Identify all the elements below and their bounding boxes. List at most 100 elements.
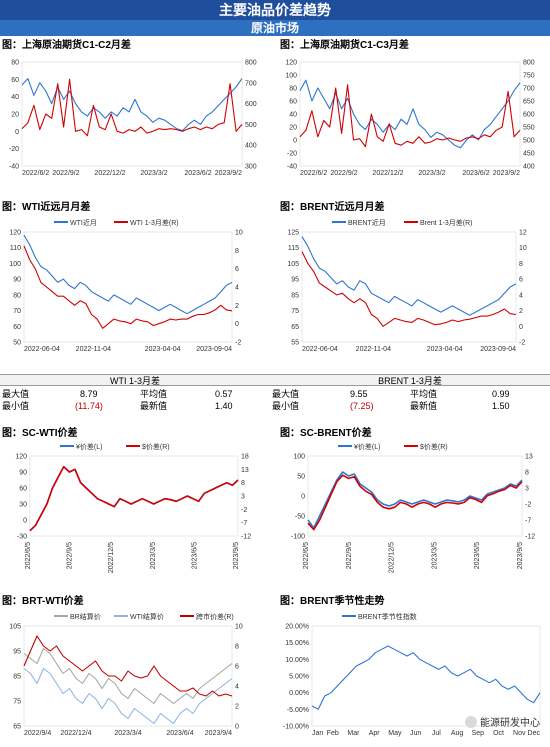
chart-svg: 120 100 80 60 40 20 0 -20 -40 800 750 700 650 600 550 5…: [285, 60, 535, 178]
x-tick-label: Aug: [451, 730, 464, 737]
y-tick-label-right: 10: [235, 230, 243, 237]
y-tick-label-left: 65: [13, 724, 21, 731]
stats-title: WTI 1-3月差: [0, 374, 270, 386]
x-tick-label: 2022-06-04: [302, 346, 338, 353]
y-tick-label-left: 80: [13, 292, 21, 299]
y-tick-label-right: -12: [525, 534, 535, 541]
y-tick-label-left: 60: [11, 77, 19, 84]
y-tick-label-right: 2: [235, 704, 239, 711]
y-tick-label-right: 13: [241, 467, 249, 474]
y-tick-label-left: 75: [13, 699, 21, 706]
x-tick-label: 2022/12/5: [389, 542, 396, 573]
x-tick-label: Mar: [347, 730, 360, 737]
x-tick-label: Sep: [472, 730, 485, 737]
x-tick-label: Jan: [312, 730, 323, 737]
stats-label: 最新值: [140, 401, 168, 411]
chart-panel-c8: 图：BRENT季节性走势 20.00% 15.00% 10.00% 5.00% 0.00…: [278, 592, 550, 747]
stats-label: 平均值: [410, 389, 438, 399]
y-tick-label-left: 5.00%: [289, 674, 309, 681]
x-tick-label: Feb: [327, 730, 339, 737]
chart-panel-c7: 图：BRT-WTI价差 105 95 85 75 65 10 8 6 4 2 0 2022/9/4 20…: [0, 592, 270, 747]
y-tick-label-right: 0: [235, 724, 239, 731]
stats-value: 8.79: [80, 389, 98, 399]
y-tick-label-right: 600: [245, 101, 257, 108]
x-tick-label: 2023/9/5: [517, 542, 524, 569]
plot-area: [21, 61, 243, 167]
chart-title: 图：上海原油期货C1-C3月差: [280, 40, 409, 51]
y-tick-label-right: 450: [523, 151, 535, 158]
legend-label: WTI 1-3月差(R): [130, 218, 179, 227]
y-tick-label-right: 2: [519, 308, 523, 315]
y-tick-label-right: 4: [235, 285, 239, 292]
series-line-1: [311, 645, 541, 710]
y-tick-label-left: 40: [11, 94, 19, 101]
series-line-1: [307, 471, 523, 529]
y-tick-label-left: 115: [288, 245, 299, 252]
y-tick-label-left: 90: [19, 470, 27, 477]
stats-table-brent: BRENT 1-3月差 最大值 9.55 平均值 0.99 最小值 (7.25)…: [270, 374, 550, 414]
chart-title: 图：WTI近远月月差: [2, 202, 91, 213]
x-tick-label: 2022/9/2: [52, 170, 79, 177]
chart-svg: 120 90 60 30 0 -30 18 13 8 3 -2 -7 -12 2022/6/5 2022/9…: [15, 442, 251, 573]
page-title: 主要油品价差趋势: [0, 0, 550, 20]
series-line-1: [21, 78, 243, 132]
plot-area: [307, 455, 523, 537]
chart-panel-c1: 图：上海原油期货C1-C2月差 80 60 40 20 0 -20 -40 800 700 600…: [0, 36, 270, 186]
y-tick-label-right: -2: [235, 340, 241, 347]
x-tick-label: 2022/9/5: [346, 542, 353, 569]
y-tick-label-right: 2: [235, 303, 239, 310]
chart-svg: 80 60 40 20 0 -20 -40 800 700 600 500 400 300 2022/6/…: [9, 60, 257, 178]
y-tick-label-left: 100: [293, 454, 305, 461]
y-tick-label-left: 0.00%: [289, 690, 309, 697]
series-line-1: [23, 647, 233, 705]
watermark: 能源研发中心: [465, 714, 540, 729]
y-tick-label-left: 120: [15, 454, 27, 461]
chart-title: 图：BRENT季节性走势: [280, 596, 385, 607]
y-tick-label-right: 8: [525, 470, 529, 477]
y-tick-label-left: -50: [295, 514, 305, 521]
chart-svg: 20.00% 15.00% 10.00% 5.00% 0.00% -5.00% -10.00…: [283, 612, 541, 737]
y-tick-label-right: 8: [241, 480, 245, 487]
y-tick-label-left: 75: [291, 308, 299, 315]
stats-label: 平均值: [140, 389, 168, 399]
y-tick-label-right: 800: [245, 60, 257, 67]
y-tick-label-right: 6: [519, 277, 523, 284]
y-tick-label-left: 95: [291, 277, 299, 284]
y-tick-label-left: 95: [13, 649, 21, 656]
legend-label: $价差(R): [420, 442, 448, 451]
x-tick-label: 2022/6/5: [25, 542, 32, 569]
y-tick-label-right: 700: [245, 80, 257, 87]
y-tick-label-right: 600: [523, 112, 535, 119]
plot-area: [29, 455, 239, 537]
x-tick-label: 2022/12/2: [94, 170, 125, 177]
x-tick-label: Apr: [369, 730, 381, 737]
plot-area: [23, 231, 233, 343]
x-tick-label: 2023/3/2: [140, 170, 167, 177]
x-tick-label: 2023/6/5: [474, 542, 481, 569]
x-tick-label: 2022/12/4: [60, 730, 91, 737]
x-tick-label: 2023/6/5: [191, 542, 198, 569]
y-tick-label-right: 10: [519, 245, 527, 252]
x-tick-label: Nov: [513, 730, 526, 737]
series-line-2: [23, 245, 233, 329]
x-tick-label: 2022/12/2: [372, 170, 403, 177]
y-tick-label-right: -7: [525, 518, 531, 525]
x-tick-label: 2023/3/5: [150, 542, 157, 569]
y-tick-label-right: 650: [523, 99, 535, 106]
watermark-text: 能源研发中心: [480, 718, 540, 729]
stats-value: 0.57: [215, 389, 233, 399]
y-tick-label-left: 90: [13, 277, 21, 284]
y-tick-label-left: 60: [19, 486, 27, 493]
y-tick-label-left: -20: [9, 146, 19, 153]
y-tick-label-left: 20.00%: [285, 624, 309, 631]
y-tick-label-right: -12: [241, 534, 251, 541]
y-tick-label-left: 70: [13, 308, 21, 315]
stats-value: 0.99: [492, 389, 510, 399]
stats-label: 最小值: [272, 401, 300, 411]
y-tick-label-left: 60: [289, 99, 297, 106]
y-tick-label-right: 400: [245, 143, 257, 150]
x-tick-label: Oct: [493, 730, 504, 737]
y-tick-label-left: 85: [291, 292, 299, 299]
y-tick-label-right: 8: [235, 644, 239, 651]
chart-panel-c2: 图：上海原油期货C1-C3月差 120 100 80 60 40 20 0 -20 -40 800…: [278, 36, 550, 186]
